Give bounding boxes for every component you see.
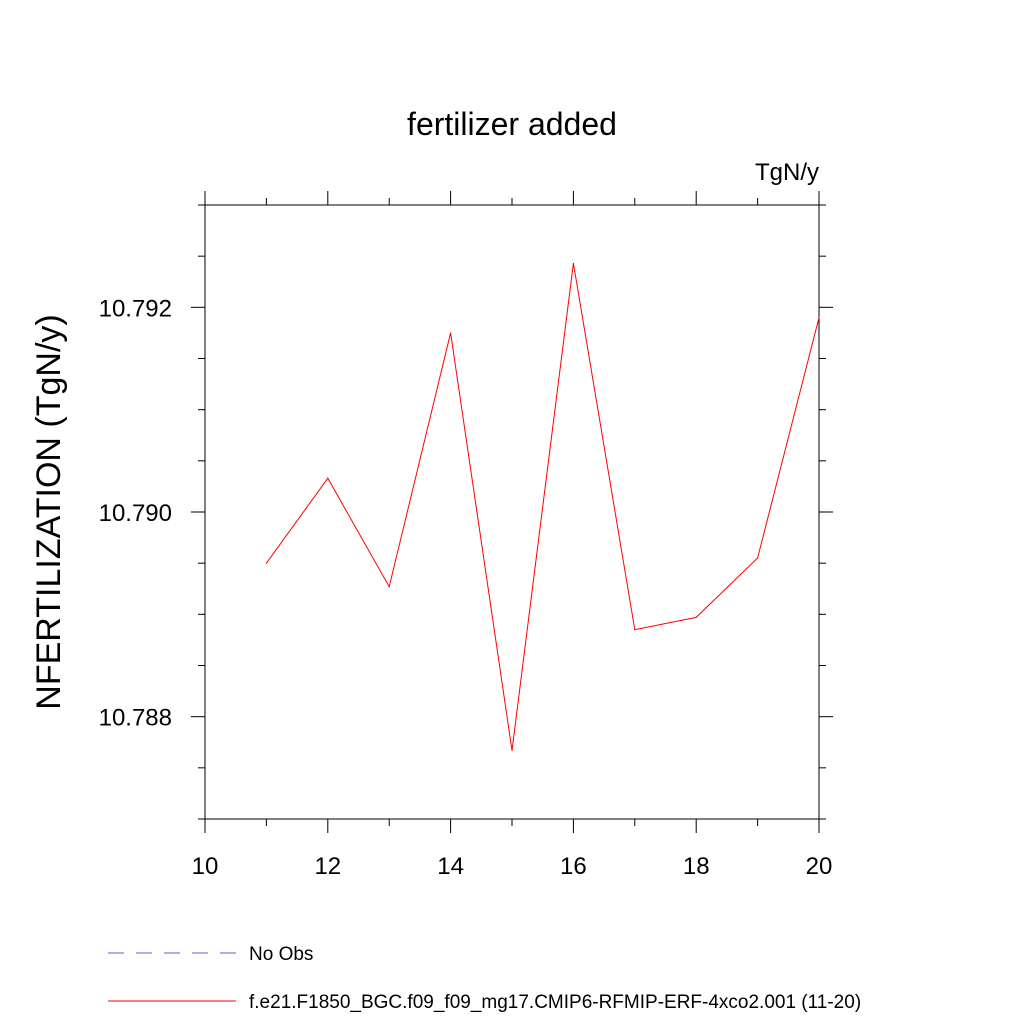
legend-label-no-obs: No Obs: [249, 944, 313, 965]
data-point: [695, 616, 697, 619]
data-point: [818, 316, 820, 319]
x-tick-labels: 10 12 14 16 18 20: [192, 853, 833, 880]
y-tick-label: 10.792: [99, 295, 172, 322]
legend-label-model-run: f.e21.F1850_BGC.f09_f09_mg17.CMIP6-RFMIP…: [249, 992, 861, 1013]
data-point: [388, 586, 390, 588]
y-tick-label: 10.790: [99, 500, 172, 527]
plot-frame: [204, 204, 820, 820]
data-point: [634, 629, 636, 631]
y-tick-labels: 10.788 10.790 10.792: [99, 295, 172, 731]
y-tick-label: 10.788: [99, 705, 172, 732]
x-tick-label: 10: [192, 853, 219, 880]
series-layer: [265, 262, 820, 752]
chart-title: fertilizer added: [407, 106, 617, 142]
x-tick-label: 14: [437, 853, 464, 880]
data-point: [450, 332, 452, 334]
x-tick-label: 16: [560, 853, 587, 880]
x-tick-label: 18: [683, 853, 710, 880]
y-axis-label: NFERTILIZATION (TgN/y): [30, 314, 68, 709]
data-point: [757, 557, 759, 559]
data-point: [265, 562, 267, 564]
units-label: TgN/y: [755, 159, 819, 186]
x-tick-label: 12: [314, 853, 341, 880]
data-point: [572, 262, 575, 264]
data-point: [511, 749, 513, 752]
x-tick-label: 20: [806, 853, 833, 880]
legend: No Obs f.e21.F1850_BGC.f09_f09_mg17.CMIP…: [108, 944, 861, 1013]
axis-ticks: [191, 191, 833, 833]
series-line-0: [265, 263, 820, 751]
data-point: [327, 477, 329, 479]
